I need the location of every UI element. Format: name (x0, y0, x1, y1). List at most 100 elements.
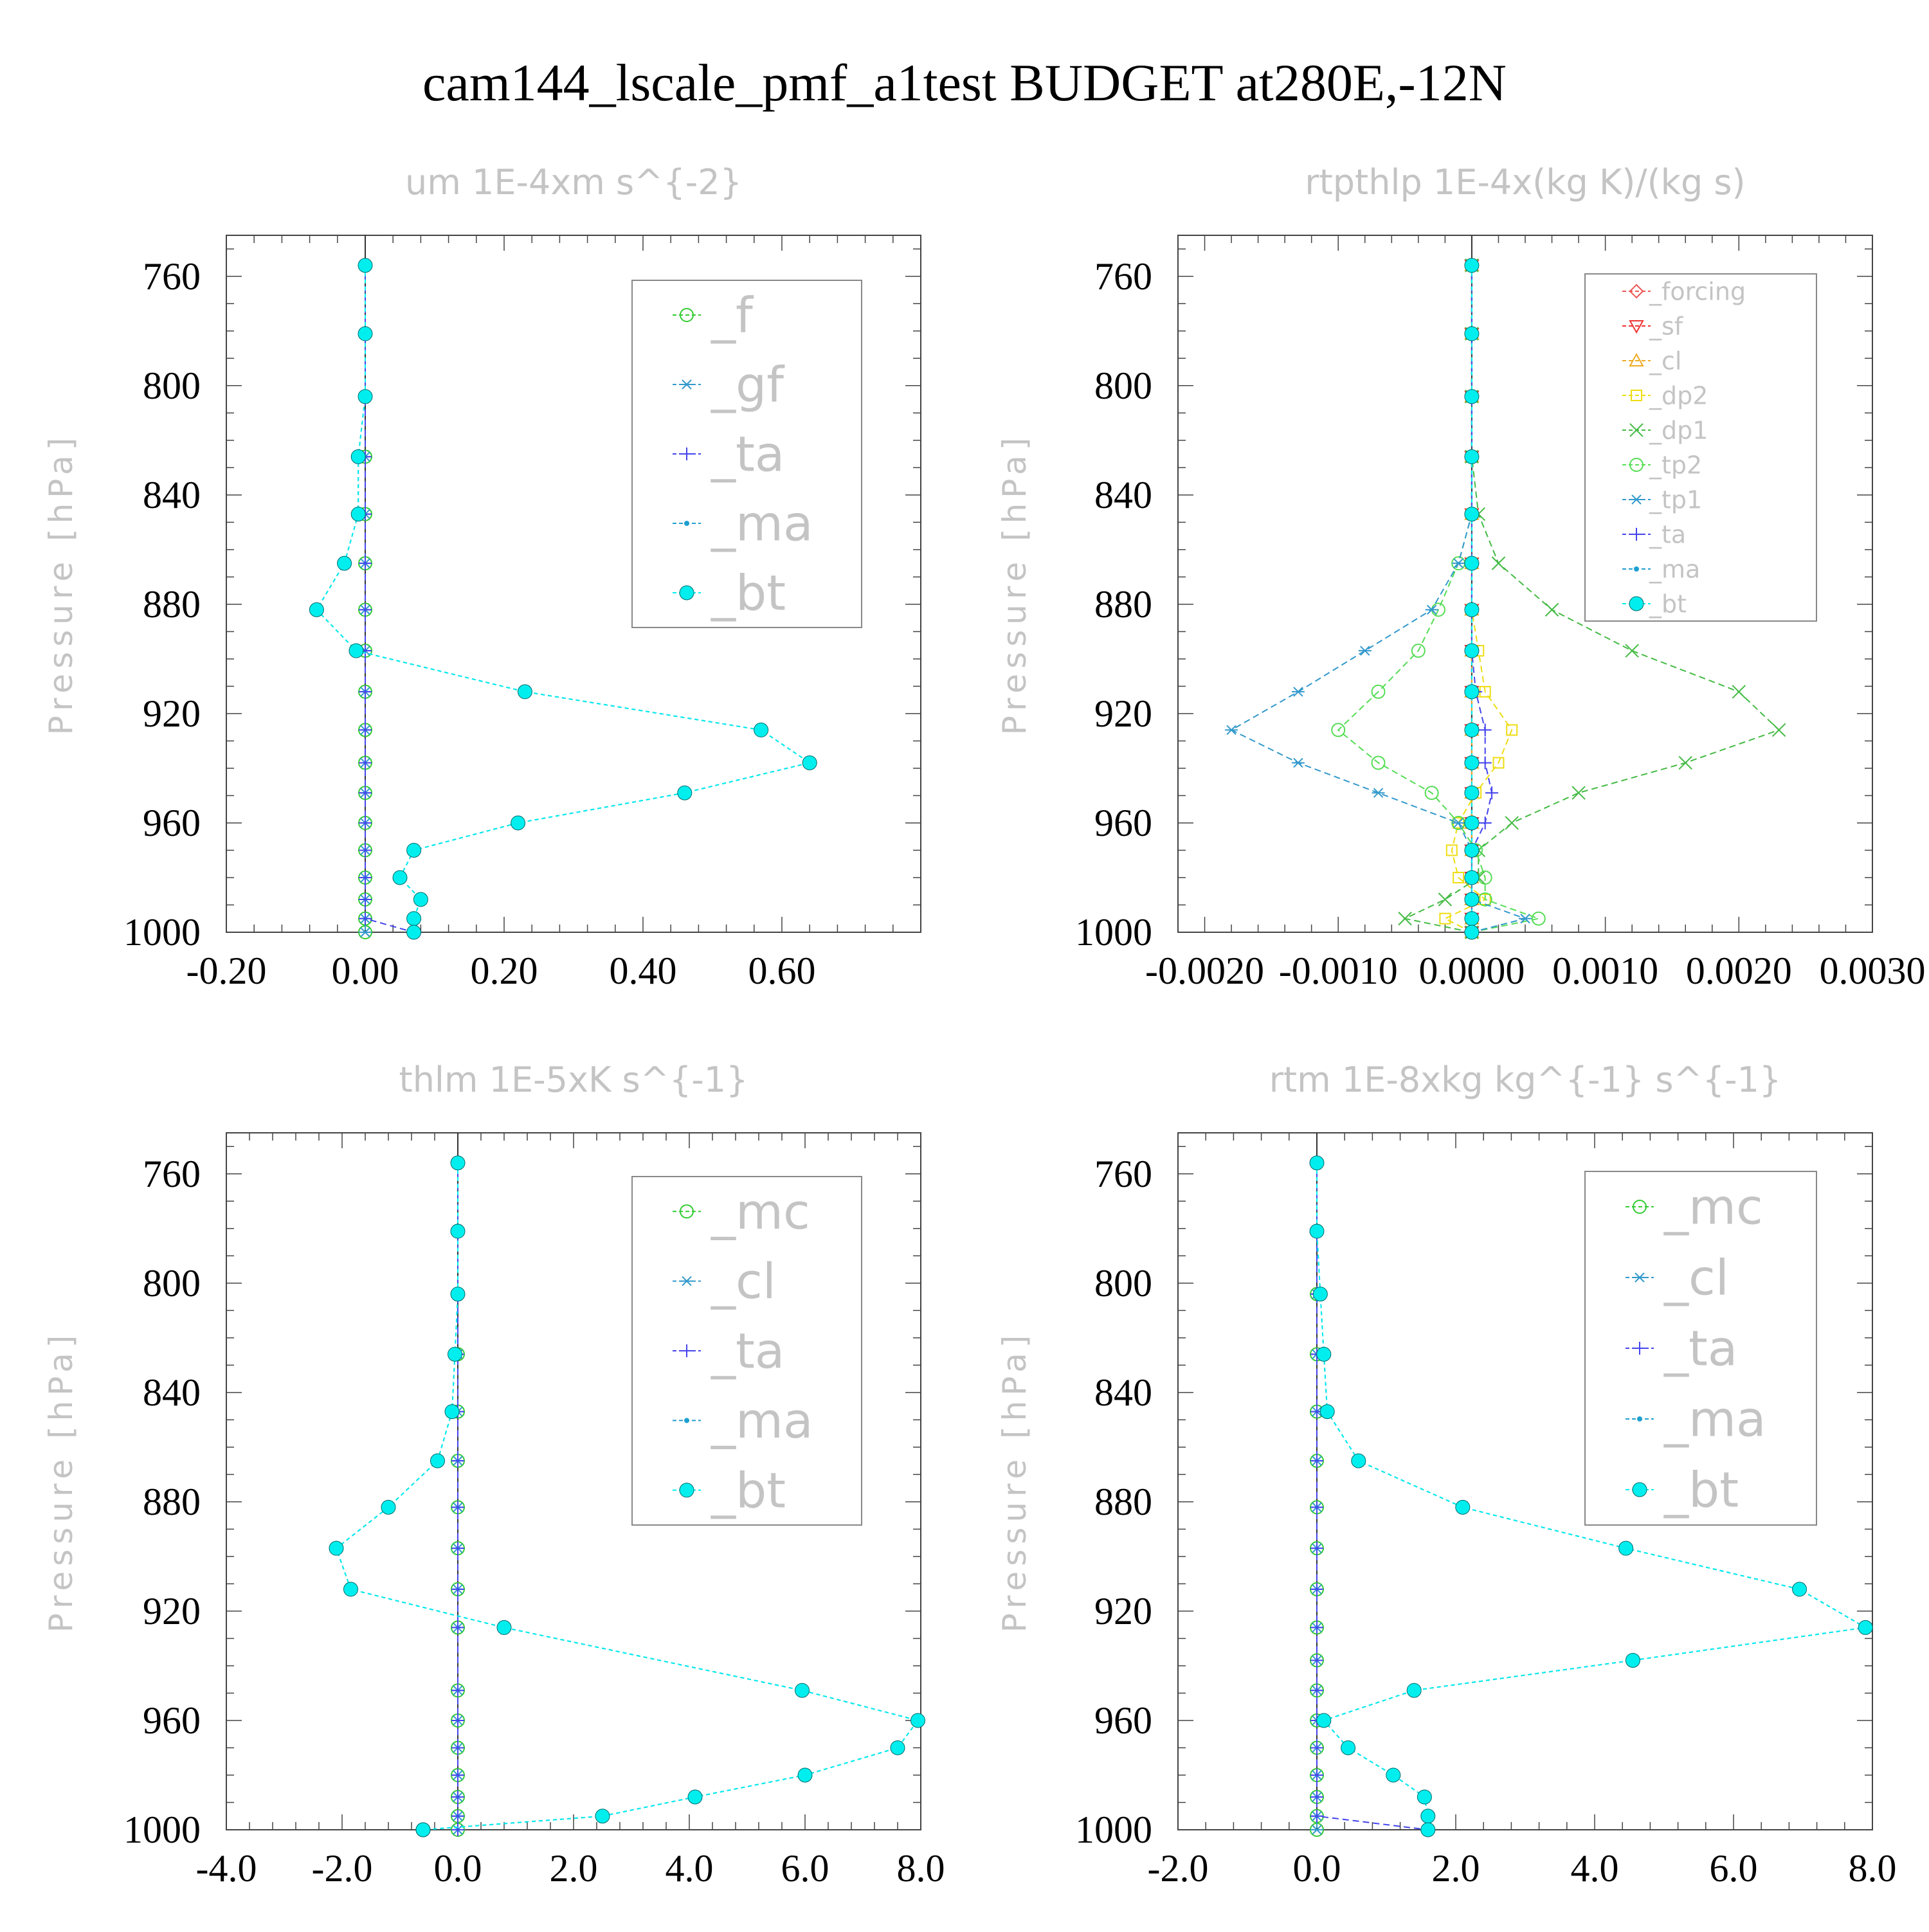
legend-label: _forcing (1649, 277, 1746, 305)
series-line (1471, 265, 1493, 932)
legend-marker (684, 521, 689, 526)
legend-label: _mc (711, 1183, 810, 1240)
x-tick-label: 8.0 (1849, 1847, 1897, 1890)
legend-marker (680, 308, 694, 322)
data-point (1455, 1499, 1471, 1515)
data-point (1464, 815, 1480, 831)
plot-frame (1177, 235, 1873, 933)
data-point (1452, 818, 1465, 828)
data-point (1464, 449, 1480, 464)
legend-label: _sf (1649, 312, 1684, 340)
x-tick-label: 0.0030 (1820, 950, 1926, 992)
data-point (358, 326, 373, 341)
data-point (1464, 842, 1480, 858)
plot-frame (226, 1132, 921, 1830)
series-line (1402, 265, 1780, 933)
series-ta (359, 258, 421, 939)
legend-label: _ma (1649, 555, 1700, 583)
series-dp1 (1398, 258, 1786, 939)
y-tick-label: 880 (1094, 583, 1152, 626)
data-point (451, 1713, 464, 1727)
legend-label: _bt (1649, 590, 1687, 618)
data-point (1398, 912, 1412, 926)
data-point (1452, 558, 1465, 568)
data-point (1310, 1768, 1323, 1782)
legend-marker (1632, 1482, 1647, 1497)
x-tick-label: 2.0 (550, 1847, 598, 1890)
data-point (358, 258, 373, 273)
x-tick-label: 0.0 (434, 1847, 482, 1890)
data-point (413, 892, 428, 907)
x-tick-label: 4.0 (1571, 1847, 1619, 1890)
series-line (335, 1162, 919, 1830)
data-point (1386, 1767, 1401, 1783)
data-point (1310, 1542, 1323, 1555)
x-tick-label: 0.00 (332, 950, 399, 992)
data-point (677, 785, 693, 800)
legend-label: _cl (711, 1252, 776, 1310)
legend-marker (1629, 596, 1644, 611)
y-tick-label: 960 (1094, 1699, 1152, 1742)
data-point (406, 911, 422, 926)
legend: _f _gf _ta _ma _bt (631, 280, 862, 628)
y-axis-label: Pressure [hPa] (996, 1330, 1033, 1633)
data-point (1310, 1582, 1323, 1596)
data-point (451, 1741, 464, 1755)
y-tick-label: 1000 (123, 1809, 201, 1851)
data-point (350, 507, 366, 522)
data-point (1464, 911, 1480, 926)
panel-1: um 1E-4xm s^{-2} 760 800 840 880 920 960 1000-0… (42, 162, 921, 992)
legend-marker (679, 1483, 694, 1498)
data-point (1464, 755, 1480, 770)
series-line (1444, 265, 1513, 933)
y-tick-label: 920 (143, 1590, 201, 1632)
legend-label: _f (711, 287, 754, 344)
data-point (1291, 687, 1305, 697)
data-point (415, 1822, 431, 1837)
data-point (1544, 602, 1559, 617)
data-point (1485, 786, 1499, 800)
legend-label: _cl (1649, 347, 1681, 375)
legend-label: _bt (711, 564, 786, 622)
legend-label: _mc (1663, 1178, 1763, 1236)
data-point (1310, 1501, 1323, 1514)
data-point (1464, 507, 1480, 522)
data-point (1464, 870, 1480, 885)
data-point (1519, 914, 1532, 924)
legend-box (631, 280, 862, 628)
data-point (1309, 1155, 1325, 1171)
y-tick-label: 960 (143, 802, 201, 844)
y-tick-label: 880 (1094, 1481, 1152, 1523)
y-tick-label: 840 (143, 1371, 201, 1414)
x-tick-label: 8.0 (897, 1847, 945, 1890)
data-point (1341, 1740, 1356, 1755)
panel-title: thlm 1E-5xK s^{-1} (399, 1060, 748, 1100)
data-point (451, 1684, 464, 1697)
data-point (430, 1453, 445, 1468)
data-point (1625, 1652, 1640, 1668)
x-tick-label: 0.60 (748, 950, 816, 992)
x-tick-label: -0.0010 (1279, 950, 1398, 992)
data-point (1351, 1453, 1366, 1468)
panel-4: rtm 1E-8xkg kg^{-1} s^{-1} 760 800 840 880 92… (996, 1060, 1897, 1890)
data-point (359, 756, 372, 770)
data-point (359, 892, 372, 906)
legend-label: _tp1 (1649, 485, 1702, 514)
data-point (1464, 785, 1480, 800)
y-axis-label: Pressure [hPa] (42, 433, 80, 736)
data-point (1478, 756, 1492, 770)
data-point (1310, 1654, 1323, 1667)
y-tick-label: 800 (1094, 1262, 1152, 1305)
data-point (337, 555, 352, 571)
legend-marker (680, 447, 693, 460)
data-point (1358, 646, 1372, 656)
legend: _mc _cl _ta _ma _bt (1584, 1171, 1817, 1526)
legend-marker (680, 1344, 693, 1357)
y-tick-label: 920 (143, 692, 201, 735)
legend-label: _dp1 (1649, 416, 1708, 444)
data-point (450, 1155, 466, 1171)
data-point (1425, 604, 1438, 615)
data-point (1406, 1683, 1422, 1698)
legend-marker (1630, 528, 1643, 541)
x-tick-label: -2.0 (1148, 1847, 1209, 1890)
